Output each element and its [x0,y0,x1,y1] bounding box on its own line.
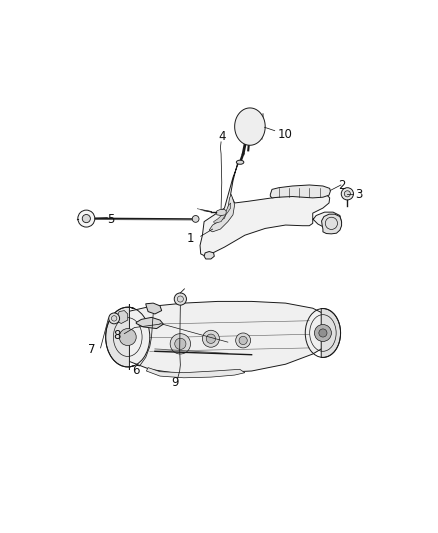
Text: 7: 7 [88,343,96,356]
Circle shape [170,334,191,354]
Circle shape [206,334,215,343]
Circle shape [202,330,219,347]
Polygon shape [106,304,134,370]
Circle shape [319,329,327,337]
Polygon shape [111,302,333,374]
Text: 3: 3 [355,188,362,201]
Circle shape [119,328,136,345]
Polygon shape [146,368,245,378]
Text: 9: 9 [172,376,179,390]
Polygon shape [216,209,226,215]
Text: 2: 2 [338,180,345,192]
Circle shape [177,296,184,302]
Polygon shape [117,311,128,324]
Polygon shape [214,203,230,223]
Ellipse shape [237,160,244,164]
Polygon shape [200,164,342,256]
Polygon shape [136,317,163,328]
Polygon shape [270,185,330,198]
Text: 1: 1 [187,232,194,245]
Circle shape [109,313,120,324]
Circle shape [236,333,251,348]
Circle shape [192,215,199,222]
Text: 6: 6 [132,364,139,377]
Circle shape [344,191,350,197]
Circle shape [175,338,186,350]
Text: 8: 8 [113,329,120,342]
Polygon shape [235,108,265,146]
Polygon shape [321,214,342,234]
Circle shape [174,293,187,305]
Circle shape [239,336,247,344]
Polygon shape [146,303,162,314]
Circle shape [78,210,95,227]
Polygon shape [204,252,214,259]
Circle shape [341,188,353,200]
Text: 10: 10 [278,128,293,141]
Polygon shape [209,195,235,232]
Text: 5: 5 [107,213,114,227]
Circle shape [314,325,332,342]
Text: 4: 4 [219,130,226,143]
Circle shape [82,214,90,223]
Polygon shape [321,309,341,358]
Circle shape [111,316,117,321]
